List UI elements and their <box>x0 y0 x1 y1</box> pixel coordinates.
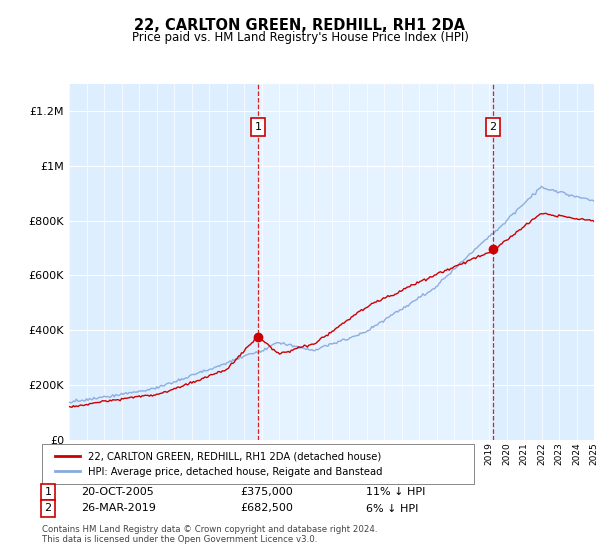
Text: 6% ↓ HPI: 6% ↓ HPI <box>366 503 418 514</box>
Text: 11% ↓ HPI: 11% ↓ HPI <box>366 487 425 497</box>
Text: 1: 1 <box>254 122 262 132</box>
Text: £375,000: £375,000 <box>240 487 293 497</box>
Text: 22, CARLTON GREEN, REDHILL, RH1 2DA: 22, CARLTON GREEN, REDHILL, RH1 2DA <box>134 18 466 33</box>
Legend: 22, CARLTON GREEN, REDHILL, RH1 2DA (detached house), HPI: Average price, detach: 22, CARLTON GREEN, REDHILL, RH1 2DA (det… <box>52 448 387 480</box>
Bar <box>258 84 493 440</box>
Text: 1: 1 <box>44 487 52 497</box>
Text: 26-MAR-2019: 26-MAR-2019 <box>81 503 156 514</box>
Text: Price paid vs. HM Land Registry's House Price Index (HPI): Price paid vs. HM Land Registry's House … <box>131 31 469 44</box>
Text: £682,500: £682,500 <box>240 503 293 514</box>
Text: 2: 2 <box>44 503 52 514</box>
Text: 20-OCT-2005: 20-OCT-2005 <box>81 487 154 497</box>
Text: 2: 2 <box>490 122 497 132</box>
Text: Contains HM Land Registry data © Crown copyright and database right 2024.
This d: Contains HM Land Registry data © Crown c… <box>42 525 377 544</box>
